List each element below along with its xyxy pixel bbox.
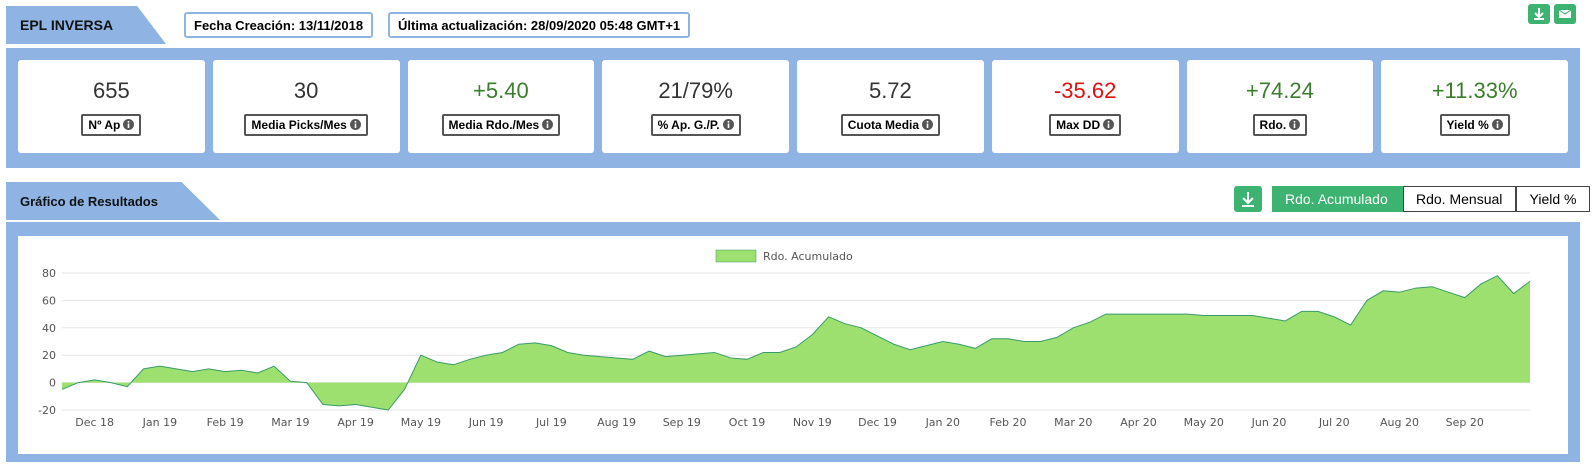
stat-label[interactable]: % Ap. G./P.	[650, 113, 741, 136]
y-tick-label: -20	[38, 404, 56, 417]
x-tick-label: Nov 19	[793, 416, 832, 429]
stat-label-text: Media Picks/Mes	[251, 117, 347, 132]
tab-button[interactable]: Rdo. Acumulado	[1272, 186, 1403, 212]
stat-card: -35.62 Max DD	[991, 60, 1179, 153]
y-tick-label: 0	[49, 377, 56, 390]
chart-panel: -20 0 20 40 60 80 Dec 18 Jan 19 Feb 19 Mar 19 Apr …	[6, 222, 1580, 462]
top-actions	[1528, 4, 1576, 24]
stat-label-text: Rdo.	[1259, 117, 1287, 132]
legend-label: Rdo. Acumulado	[763, 250, 853, 263]
updated-date: Última actualización: 28/09/2020 05:48 G…	[388, 12, 691, 38]
x-tick-label: Jun 19	[468, 416, 504, 429]
x-tick-label: Jan 20	[925, 416, 960, 429]
info-icon[interactable]	[1491, 119, 1503, 130]
stat-label-text: Yield %	[1446, 117, 1489, 132]
chart-download[interactable]	[1234, 186, 1262, 212]
y-tick-label: 80	[42, 267, 56, 280]
x-tick-label: Feb 20	[990, 416, 1027, 429]
stat-value: +74.24	[1245, 77, 1314, 103]
stat-value: 5.72	[868, 77, 912, 103]
stat-card: +11.33% Yield %	[1381, 60, 1568, 153]
x-tick-label: Apr 20	[1120, 416, 1157, 429]
info-icon[interactable]	[349, 119, 361, 130]
line	[61, 275, 1531, 411]
stat-value: -35.62	[1053, 77, 1117, 103]
area	[62, 275, 1530, 410]
x-tick-label: Sep 20	[1446, 416, 1484, 429]
stat-label-text: Cuota Media	[847, 117, 920, 132]
stat-label[interactable]: Rdo.	[1252, 113, 1308, 136]
legend-swatch	[715, 249, 757, 263]
stat-label[interactable]: Max DD	[1049, 113, 1122, 136]
stat-label[interactable]: Cuota Media	[840, 113, 941, 136]
info-icon[interactable]	[1289, 119, 1301, 130]
x-tick-label: Jan 19	[142, 416, 177, 429]
stat-card: 30 Media Picks/Mes	[212, 60, 400, 153]
x-tick-label: Apr 19	[337, 416, 374, 429]
stat-label[interactable]: Yield %	[1439, 113, 1510, 136]
y-tick-label: 60	[42, 294, 56, 307]
x-tick-label: May 19	[401, 416, 441, 429]
stat-label-text: Nº Ap	[88, 117, 121, 132]
stat-value: 30	[293, 77, 319, 103]
x-tick-label: Oct 19	[729, 416, 766, 429]
stat-card: +74.24 Rdo.	[1186, 60, 1374, 153]
stat-card: +5.40 Media Rdo./Mes	[407, 60, 595, 153]
tab-button[interactable]: Yield %	[1516, 186, 1590, 212]
x-tick-label: Aug 19	[597, 416, 636, 429]
page-title: EPL INVERSA	[6, 6, 166, 44]
info-icon[interactable]	[922, 119, 934, 130]
info-icon[interactable]	[1103, 119, 1115, 130]
x-tick-label: Sep 19	[663, 416, 701, 429]
x-tick-label: May 20	[1184, 416, 1224, 429]
x-tick-label: Dec 19	[858, 416, 897, 429]
info-icon[interactable]	[542, 119, 554, 130]
x-tick-label: Jun 20	[1251, 416, 1287, 429]
x-tick-label: Mar 19	[271, 416, 309, 429]
stat-value: 21/79%	[658, 77, 733, 103]
stats-panel: 655 Nº Ap 30 Media Picks/Mes +5.40 Media Rdo.…	[6, 48, 1580, 168]
stat-value: +11.33%	[1431, 77, 1518, 103]
x-tick-label: Jul 20	[1318, 416, 1350, 429]
y-tick-label: 40	[42, 322, 56, 335]
x-tick-label: Aug 20	[1380, 416, 1419, 429]
stat-label[interactable]: Media Picks/Mes	[244, 113, 368, 136]
chart: -20 0 20 40 60 80 Dec 18 Jan 19 Feb 19 Mar 19 Apr …	[18, 236, 1568, 454]
tab-button[interactable]: Rdo. Mensual	[1403, 186, 1516, 212]
created-date: Fecha Creación: 13/11/2018	[184, 12, 374, 38]
x-tick-label: Mar 20	[1054, 416, 1092, 429]
x-tick-label: Jul 19	[535, 416, 567, 429]
stat-label-text: % Ap. G./P.	[657, 117, 720, 132]
x-tick-label: Feb 19	[207, 416, 244, 429]
stat-card: 655 Nº Ap	[18, 60, 205, 153]
stat-label-text: Max DD	[1056, 117, 1101, 132]
y-tick-label: 20	[42, 349, 56, 362]
stat-label-text: Media Rdo./Mes	[448, 117, 540, 132]
stat-label[interactable]: Nº Ap	[81, 113, 142, 136]
stat-value: 655	[93, 77, 130, 103]
stat-card: 5.72 Cuota Media	[797, 60, 984, 153]
stat-label[interactable]: Media Rdo./Mes	[441, 113, 561, 136]
stat-value: +5.40	[473, 77, 529, 103]
info-icon[interactable]	[123, 119, 135, 130]
x-tick-label: Dec 18	[75, 416, 114, 429]
stat-card: 21/79% % Ap. G./P.	[602, 60, 789, 153]
info-icon[interactable]	[722, 119, 734, 130]
section-title: Gráfico de Resultados	[6, 182, 220, 220]
